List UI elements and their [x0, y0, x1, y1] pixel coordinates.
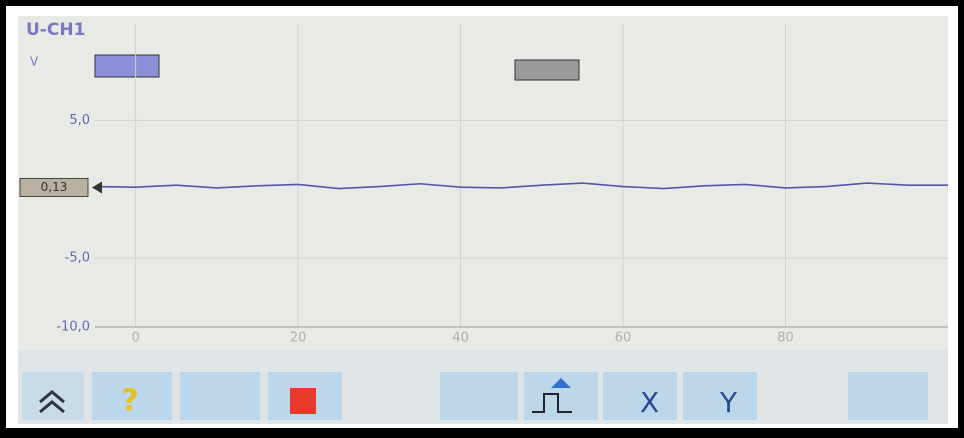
page: {"channel": "U-CH1", "chart_data": {"typ… [0, 0, 964, 434]
screen: U-CH1 V 5,0 -5,0 -10,0 0 20 40 60 80 0,13 ? X Y [0, 0, 964, 434]
settings-button[interactable] [848, 372, 928, 420]
y-tick-label: -10,0 [56, 320, 90, 335]
x-tick-label: 80 [777, 331, 794, 346]
y-tick-label: 5,0 [69, 113, 90, 128]
x-tick-label: 0 [131, 331, 139, 346]
x-button-label: X [640, 386, 659, 419]
help-icon: ? [121, 384, 138, 419]
y-axis-unit: V [30, 55, 39, 69]
x-tick-label: 60 [615, 331, 632, 346]
y-button-label: Y [719, 386, 738, 419]
menu-button[interactable] [22, 372, 84, 420]
channel-name: U-CH1 [26, 20, 85, 40]
trigger-button[interactable] [515, 60, 579, 80]
y-tick-label: -5,0 [65, 251, 90, 266]
zoom-button[interactable] [440, 372, 518, 420]
stop-icon [290, 388, 316, 414]
layout-button[interactable] [95, 55, 159, 77]
toolbar: ? X Y [18, 350, 948, 424]
x-tick-label: 40 [452, 331, 469, 346]
x-tick-label: 20 [290, 331, 307, 346]
adjust-button[interactable] [180, 372, 260, 420]
cursor-label: 0,13 [41, 180, 68, 194]
